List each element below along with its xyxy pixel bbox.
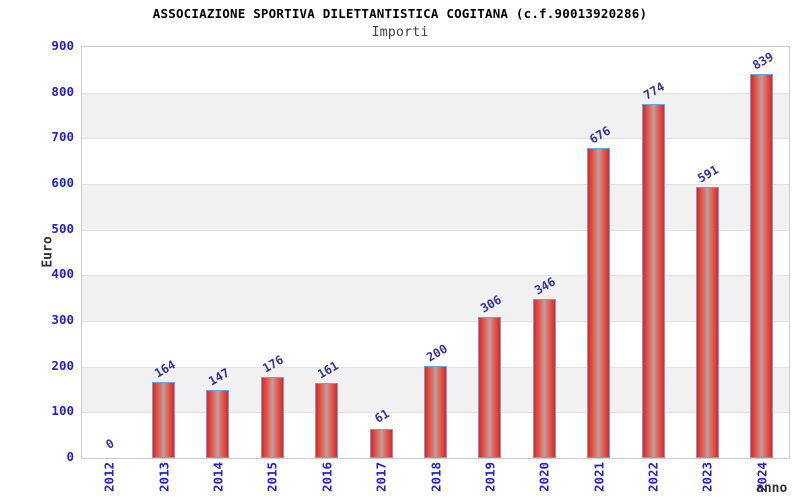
y-tick-label: 300 — [51, 312, 74, 327]
grid-band — [82, 138, 789, 184]
bar-2023 — [695, 187, 719, 458]
x-tick-label: 2022 — [645, 461, 661, 493]
x-tick-label: 2017 — [373, 461, 389, 493]
y-axis-title: Euro — [40, 236, 56, 268]
x-tick-label: 2015 — [264, 461, 280, 493]
bar-2021 — [587, 148, 611, 458]
bar-2022 — [641, 103, 665, 458]
bar-2013 — [152, 382, 176, 458]
x-tick-label: 2014 — [210, 461, 226, 493]
bar-2024 — [750, 73, 774, 458]
y-tick-label: 900 — [51, 38, 74, 53]
grid-band — [82, 92, 789, 139]
bar-2019 — [478, 317, 502, 458]
x-tick-label: 2013 — [156, 461, 172, 493]
y-tick-label: 600 — [51, 175, 74, 190]
bar-2018 — [424, 365, 447, 458]
x-tick-label: 2018 — [428, 461, 443, 493]
x-tick-label: 2020 — [536, 461, 552, 493]
grid-band — [82, 184, 789, 230]
bar-2017 — [369, 429, 393, 458]
bar-2016 — [315, 383, 339, 458]
grid-band — [82, 229, 789, 276]
y-tick-label: 800 — [51, 83, 74, 99]
y-tick-label: 500 — [51, 220, 74, 236]
x-tick-label: 2021 — [591, 461, 607, 493]
chart-title: ASSOCIAZIONE SPORTIVA DILETTANTISTICA CO… — [152, 6, 648, 21]
y-tick-label: 100 — [51, 403, 74, 419]
grid-band — [82, 275, 789, 321]
chart-subtitle: Importi — [371, 24, 429, 40]
grid-band — [82, 47, 789, 93]
x-tick-label: 2023 — [699, 461, 715, 493]
plot-area: 0 164 147 176 161 61 200 306 346 676 774 591 839 — [81, 46, 790, 459]
bar-2020 — [532, 299, 556, 458]
bar-2015 — [260, 376, 284, 458]
y-tick-label: 0 — [66, 449, 74, 464]
y-tick-label: 200 — [51, 357, 74, 373]
x-tick-label: 2016 — [319, 461, 335, 493]
bar-2014 — [206, 389, 230, 458]
y-tick-label: 700 — [51, 129, 74, 145]
y-tick-label: 400 — [51, 266, 74, 282]
x-tick-label: 2012 — [101, 461, 117, 493]
x-tick-label: 2019 — [482, 461, 498, 493]
grid-band — [82, 321, 789, 367]
x-axis-title: anno — [756, 481, 788, 496]
